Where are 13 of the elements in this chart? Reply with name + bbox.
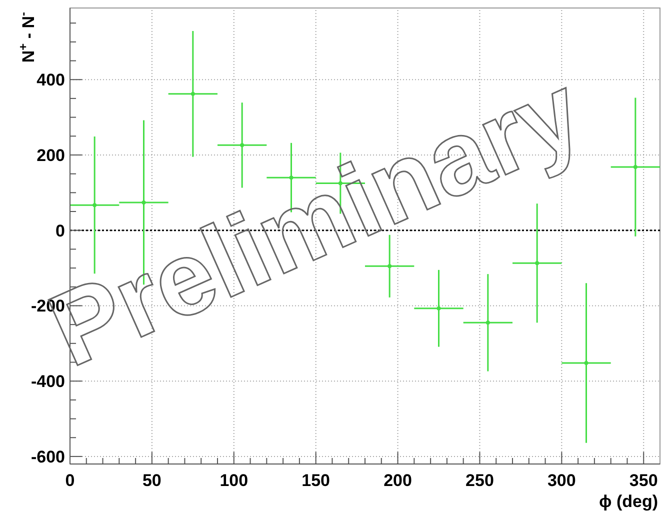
x-tick-label: 100 [220, 471, 248, 490]
y-tick-label: -400 [30, 372, 65, 392]
point [584, 361, 588, 365]
x-tick-label: 200 [384, 471, 412, 490]
x-tick-label: 300 [547, 471, 576, 490]
x-tick-label: 350 [629, 471, 658, 490]
x-tick-label: 250 [466, 471, 494, 490]
x-axis-title: ϕ (deg) [598, 492, 658, 511]
y-tick-label: -600 [30, 447, 65, 466]
x-tick-label: 150 [302, 471, 330, 490]
point [633, 165, 638, 170]
x-tick-label: 50 [142, 471, 162, 490]
y-tick-label: 400 [36, 70, 65, 90]
